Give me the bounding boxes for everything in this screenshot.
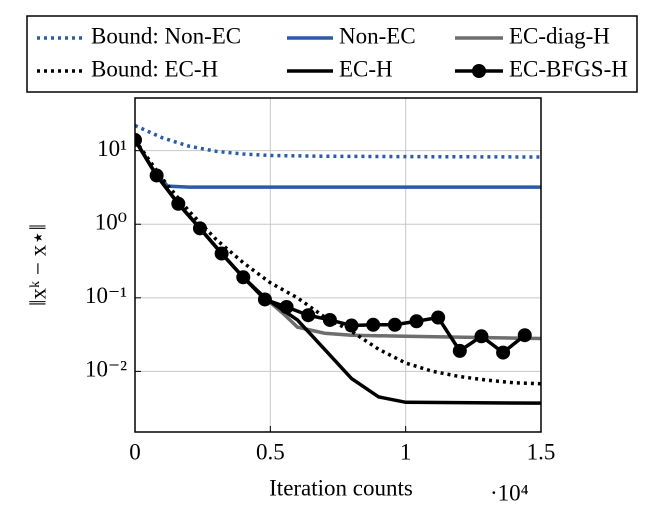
series-line: [135, 123, 541, 159]
point: [474, 329, 489, 344]
legend-box: [26, 15, 638, 93]
series-line: [135, 139, 541, 405]
series-line: [135, 138, 541, 386]
legend-label: Bound: EC-H: [91, 56, 218, 81]
plot-lines: [135, 123, 541, 405]
legend-label: EC-H: [339, 56, 393, 81]
point: [431, 310, 446, 325]
legend-label: Bound: Non-EC: [91, 23, 241, 48]
point: [192, 221, 207, 236]
point: [279, 300, 294, 315]
point: [149, 168, 164, 183]
x-axis-label: Iteration counts: [269, 475, 413, 500]
x-multiplier: ·10⁴: [490, 480, 529, 505]
y-tick-label: 10⁻²: [85, 357, 127, 382]
y-tick-label: 10⁰: [95, 210, 127, 235]
legend-marker: [472, 64, 486, 78]
point: [344, 318, 359, 333]
plot-frame: [134, 97, 542, 433]
x-tick-label: 0: [129, 439, 141, 464]
x-tick-label: 1.5: [527, 439, 556, 464]
legend-label: EC-diag-H: [509, 23, 610, 48]
point: [322, 312, 337, 327]
point: [135, 132, 142, 147]
y-tick-label: 10¹: [97, 136, 127, 161]
point: [366, 317, 381, 332]
point: [452, 343, 467, 358]
point: [517, 328, 532, 343]
point: [409, 314, 424, 329]
x-tick-label: 1: [400, 439, 412, 464]
point: [236, 270, 251, 285]
y-tick-label: 10⁻¹: [85, 283, 127, 308]
legend-label: EC-BFGS-H: [509, 56, 628, 81]
point: [214, 246, 229, 261]
point: [257, 292, 272, 307]
point: [387, 317, 402, 332]
series-line: [135, 139, 541, 341]
legend-label: Non-EC: [339, 23, 416, 48]
y-axis-label: ‖xᵏ − x⋆‖: [25, 224, 50, 306]
point: [171, 196, 186, 211]
point: [496, 345, 511, 360]
x-tick-label: 0.5: [256, 439, 285, 464]
point: [301, 308, 316, 323]
